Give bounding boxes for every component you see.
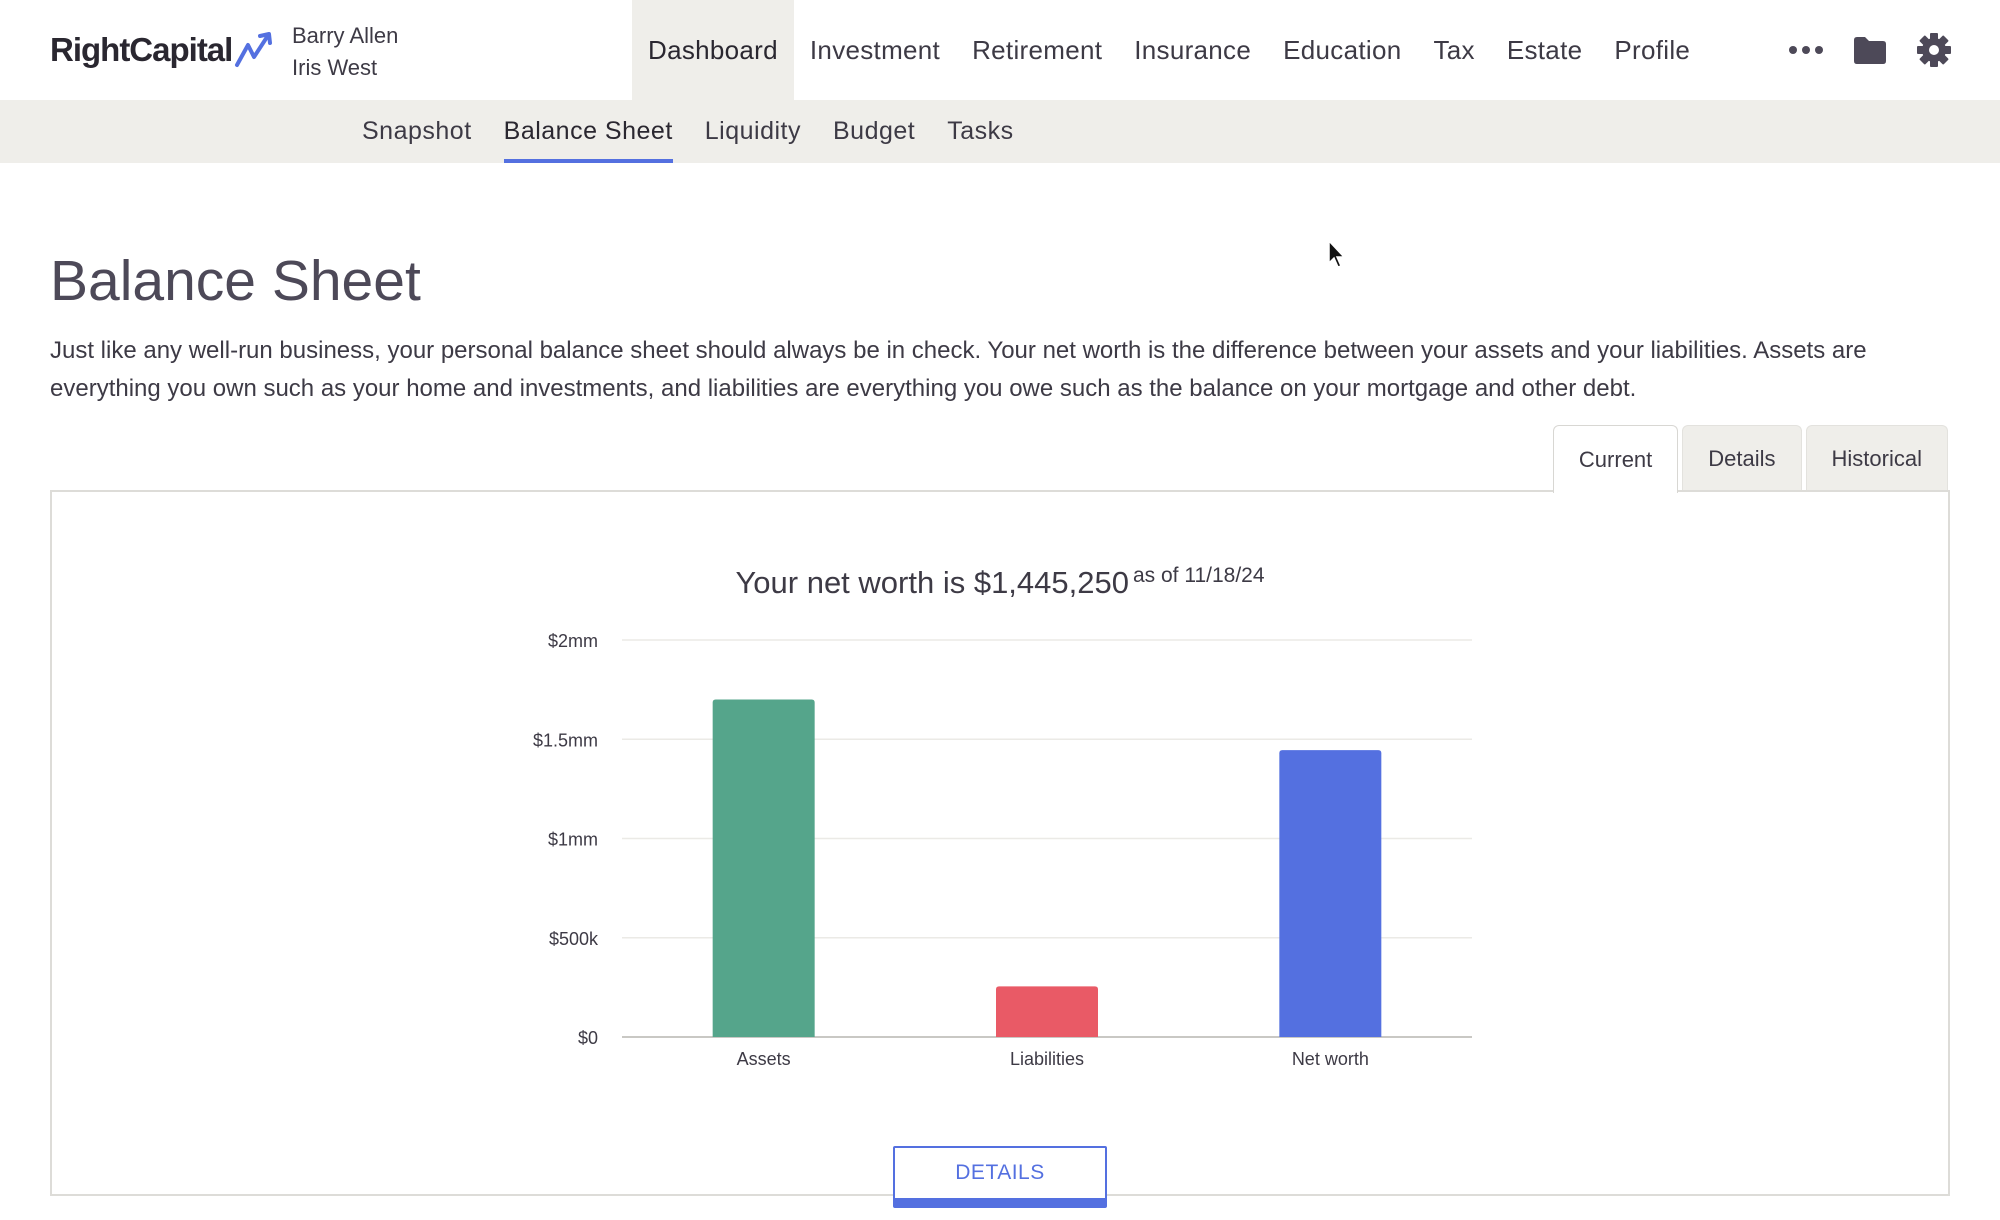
y-tick-label: $500k xyxy=(549,929,599,949)
y-tick-label: $0 xyxy=(578,1028,598,1048)
subnav-budget[interactable]: Budget xyxy=(833,117,916,145)
x-tick-label: Assets xyxy=(737,1049,791,1069)
subnav-liquidity[interactable]: Liquidity xyxy=(704,117,801,145)
net-worth-heading: Your net worth is $1,445,250 xyxy=(735,565,1129,600)
nav-insurance[interactable]: Insurance xyxy=(1134,34,1252,65)
nav-tax[interactable]: Tax xyxy=(1433,34,1475,65)
folder-icon[interactable] xyxy=(1838,0,1902,100)
nav-investment[interactable]: Investment xyxy=(809,34,941,65)
mouse-cursor-icon xyxy=(1328,240,1346,268)
logo-arrow-icon xyxy=(235,32,273,67)
main-nav: Dashboard Investment Retirement Insuranc… xyxy=(632,0,1706,100)
chart-heading: Your net worth is $1,445,250 as of 11/18/… xyxy=(0,564,2000,601)
balance-bar-chart: $0 $500k $1mm $1.5mm $2mm Assets Liabilities Ne… xyxy=(533,631,1472,1069)
net-worth-date: as of 11/18/24 xyxy=(1132,564,1265,587)
chart-panel xyxy=(50,490,1950,1196)
client-name-primary: Barry Allen xyxy=(292,23,399,48)
tab-current[interactable]: Current xyxy=(1552,425,1679,493)
logo-text: RightCapital xyxy=(50,31,233,68)
page-intro: Just like any well-run business, your pe… xyxy=(50,337,1867,402)
bar-net-worth[interactable] xyxy=(1279,750,1382,1037)
subnav-balance-sheet[interactable]: Balance Sheet xyxy=(503,100,673,163)
y-tick-label: $2mm xyxy=(548,631,598,651)
x-tick-label: Liabilities xyxy=(1010,1049,1084,1069)
page-title: Balance Sheet xyxy=(50,249,421,313)
subnav-tasks[interactable]: Tasks xyxy=(947,117,1014,145)
sub-nav: Snapshot Balance Sheet Liquidity Budget … xyxy=(0,100,2000,163)
top-bar: RightCapital Barry Allen Iris West Dashb… xyxy=(0,0,2000,100)
gear-icon[interactable] xyxy=(1902,0,1966,100)
view-tabs: Current Details Historical xyxy=(1549,425,1948,493)
rightcapital-logo[interactable]: RightCapital xyxy=(50,30,276,70)
client-names[interactable]: Barry Allen Iris West xyxy=(292,20,398,84)
y-tick-label: $1mm xyxy=(548,830,598,850)
bar-assets[interactable] xyxy=(712,699,815,1037)
x-tick-label: Net worth xyxy=(1292,1049,1369,1069)
subnav-snapshot[interactable]: Snapshot xyxy=(362,117,472,145)
nav-estate[interactable]: Estate xyxy=(1506,34,1583,65)
nav-icon-group xyxy=(1774,0,1966,100)
more-icon[interactable] xyxy=(1774,0,1838,100)
bar-liabilities[interactable] xyxy=(996,986,1098,1037)
client-name-spouse: Iris West xyxy=(292,55,378,80)
tab-details[interactable]: Details xyxy=(1682,425,1802,491)
y-tick-label: $1.5mm xyxy=(533,730,598,750)
sub-nav-items: Snapshot Balance Sheet Liquidity Budget … xyxy=(346,100,1030,163)
details-button[interactable]: DETAILS xyxy=(893,1146,1107,1208)
nav-profile[interactable]: Profile xyxy=(1614,34,1691,65)
tab-historical[interactable]: Historical xyxy=(1805,425,1948,491)
nav-dashboard[interactable]: Dashboard xyxy=(632,0,794,100)
nav-education[interactable]: Education xyxy=(1283,34,1402,65)
nav-retirement[interactable]: Retirement xyxy=(972,34,1103,65)
